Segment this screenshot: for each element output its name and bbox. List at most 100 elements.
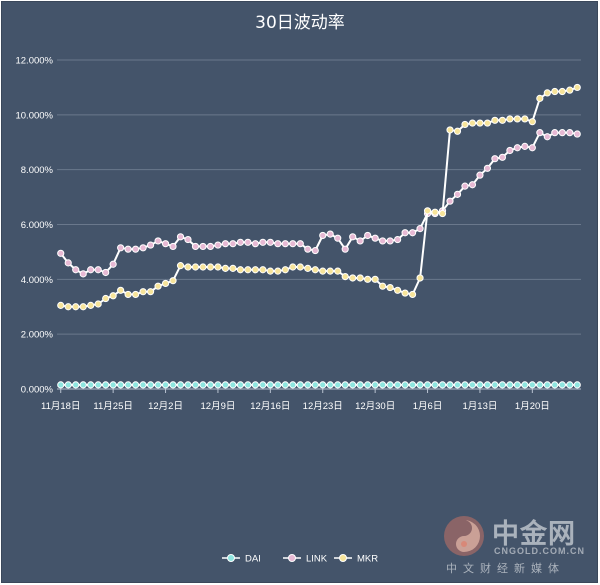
data-point-link xyxy=(446,197,454,205)
data-point-mkr xyxy=(423,207,432,215)
y-tick-label: 0.000% xyxy=(21,385,54,396)
data-point-link xyxy=(206,242,215,251)
data-point-link xyxy=(476,171,484,179)
data-point-mkr xyxy=(356,274,364,282)
data-point-dai xyxy=(94,381,102,389)
data-point-link xyxy=(386,237,394,245)
data-point-mkr xyxy=(236,266,244,274)
data-point-dai xyxy=(438,381,447,389)
data-point-mkr xyxy=(161,279,170,288)
data-point-mkr xyxy=(401,289,409,297)
watermark-domain: CNGOLD.COM.CN xyxy=(494,546,585,556)
data-point-dai xyxy=(266,381,274,389)
data-point-link xyxy=(491,155,499,163)
data-point-dai xyxy=(251,381,259,389)
data-point-mkr xyxy=(513,115,521,123)
data-point-link xyxy=(356,237,364,245)
data-point-mkr xyxy=(214,263,222,271)
data-point-dai xyxy=(326,381,334,389)
data-point-mkr xyxy=(79,303,87,311)
data-point-link xyxy=(304,245,312,253)
data-point-mkr xyxy=(266,267,274,275)
data-point-dai xyxy=(341,381,349,389)
data-point-mkr xyxy=(334,267,342,275)
data-point-dai xyxy=(476,381,484,389)
data-point-link xyxy=(266,238,274,246)
data-point-mkr xyxy=(438,209,447,218)
data-point-link xyxy=(364,231,372,240)
data-point-mkr xyxy=(379,282,387,290)
data-point-dai xyxy=(229,381,237,389)
data-point-dai xyxy=(566,381,574,389)
data-point-link xyxy=(513,144,521,152)
data-point-dai xyxy=(87,381,95,389)
data-point-mkr xyxy=(296,263,304,271)
data-point-link xyxy=(221,240,230,248)
legend-label-mkr: MKR xyxy=(357,554,378,565)
data-point-mkr xyxy=(304,264,312,272)
data-point-link xyxy=(94,266,102,274)
x-tick-label: 1月20日 xyxy=(515,401,550,412)
data-point-link xyxy=(408,229,417,237)
data-point-mkr xyxy=(206,263,215,271)
series-layer xyxy=(57,83,581,389)
data-point-mkr xyxy=(109,292,117,300)
data-point-dai xyxy=(109,381,117,389)
data-point-link xyxy=(521,142,529,150)
data-point-mkr xyxy=(132,290,140,299)
x-tick-label: 12月16日 xyxy=(250,401,290,412)
legend-label-link: LINK xyxy=(306,554,328,565)
data-point-link xyxy=(274,240,282,248)
data-point-dai xyxy=(311,381,319,389)
data-point-mkr xyxy=(259,266,267,274)
data-point-dai xyxy=(124,381,132,389)
data-point-mkr xyxy=(57,301,65,309)
data-point-link xyxy=(319,231,327,240)
y-axis-ticks: 0.000% 2.000% 4.000% 6.000% 8.000% 10.000% 12.… xyxy=(15,56,53,396)
data-point-mkr xyxy=(72,303,80,311)
series-line-mkr xyxy=(60,86,578,308)
data-point-link xyxy=(573,130,581,138)
data-point-dai xyxy=(349,381,357,389)
x-tick-label: 12月23日 xyxy=(303,401,343,412)
data-point-mkr xyxy=(551,87,559,96)
data-point-mkr xyxy=(349,274,357,282)
data-point-dai xyxy=(304,381,312,389)
data-point-dai xyxy=(513,381,521,389)
x-tick-label: 11月18日 xyxy=(41,401,80,412)
data-point-link xyxy=(416,225,424,233)
watermark: 中金网 CNGOLD.COM.CN 中文财经新媒体 xyxy=(440,510,590,578)
data-point-link xyxy=(117,244,125,252)
data-point-mkr xyxy=(64,303,72,311)
data-point-mkr xyxy=(498,116,506,124)
data-point-link xyxy=(161,240,170,248)
data-point-link xyxy=(296,240,304,248)
data-point-mkr xyxy=(139,288,147,296)
y-tick-label: 2.000% xyxy=(21,330,54,341)
data-point-link xyxy=(244,238,252,246)
series-dai xyxy=(57,381,581,389)
series-line-link xyxy=(59,131,578,275)
data-point-mkr xyxy=(573,83,581,92)
data-point-link xyxy=(341,245,349,253)
data-point-dai xyxy=(259,381,267,389)
data-point-dai xyxy=(506,381,514,389)
data-point-dai xyxy=(446,381,454,389)
data-point-dai xyxy=(551,381,559,389)
data-point-mkr xyxy=(521,115,529,123)
data-point-link xyxy=(102,268,110,277)
data-point-link xyxy=(184,235,192,244)
series-link xyxy=(57,129,581,278)
watermark-tagline: 中文财经新媒体 xyxy=(446,562,565,575)
data-point-mkr xyxy=(244,266,252,274)
data-point-mkr xyxy=(87,301,95,309)
x-tick-label: 11月25日 xyxy=(93,401,132,412)
data-point-dai xyxy=(334,381,342,389)
data-point-dai xyxy=(236,381,244,389)
data-point-mkr xyxy=(476,119,484,127)
data-point-link xyxy=(87,266,95,274)
data-point-mkr xyxy=(289,263,297,271)
data-point-mkr xyxy=(446,126,454,134)
y-tick-label: 12.000% xyxy=(15,56,53,67)
data-point-mkr xyxy=(461,120,469,129)
